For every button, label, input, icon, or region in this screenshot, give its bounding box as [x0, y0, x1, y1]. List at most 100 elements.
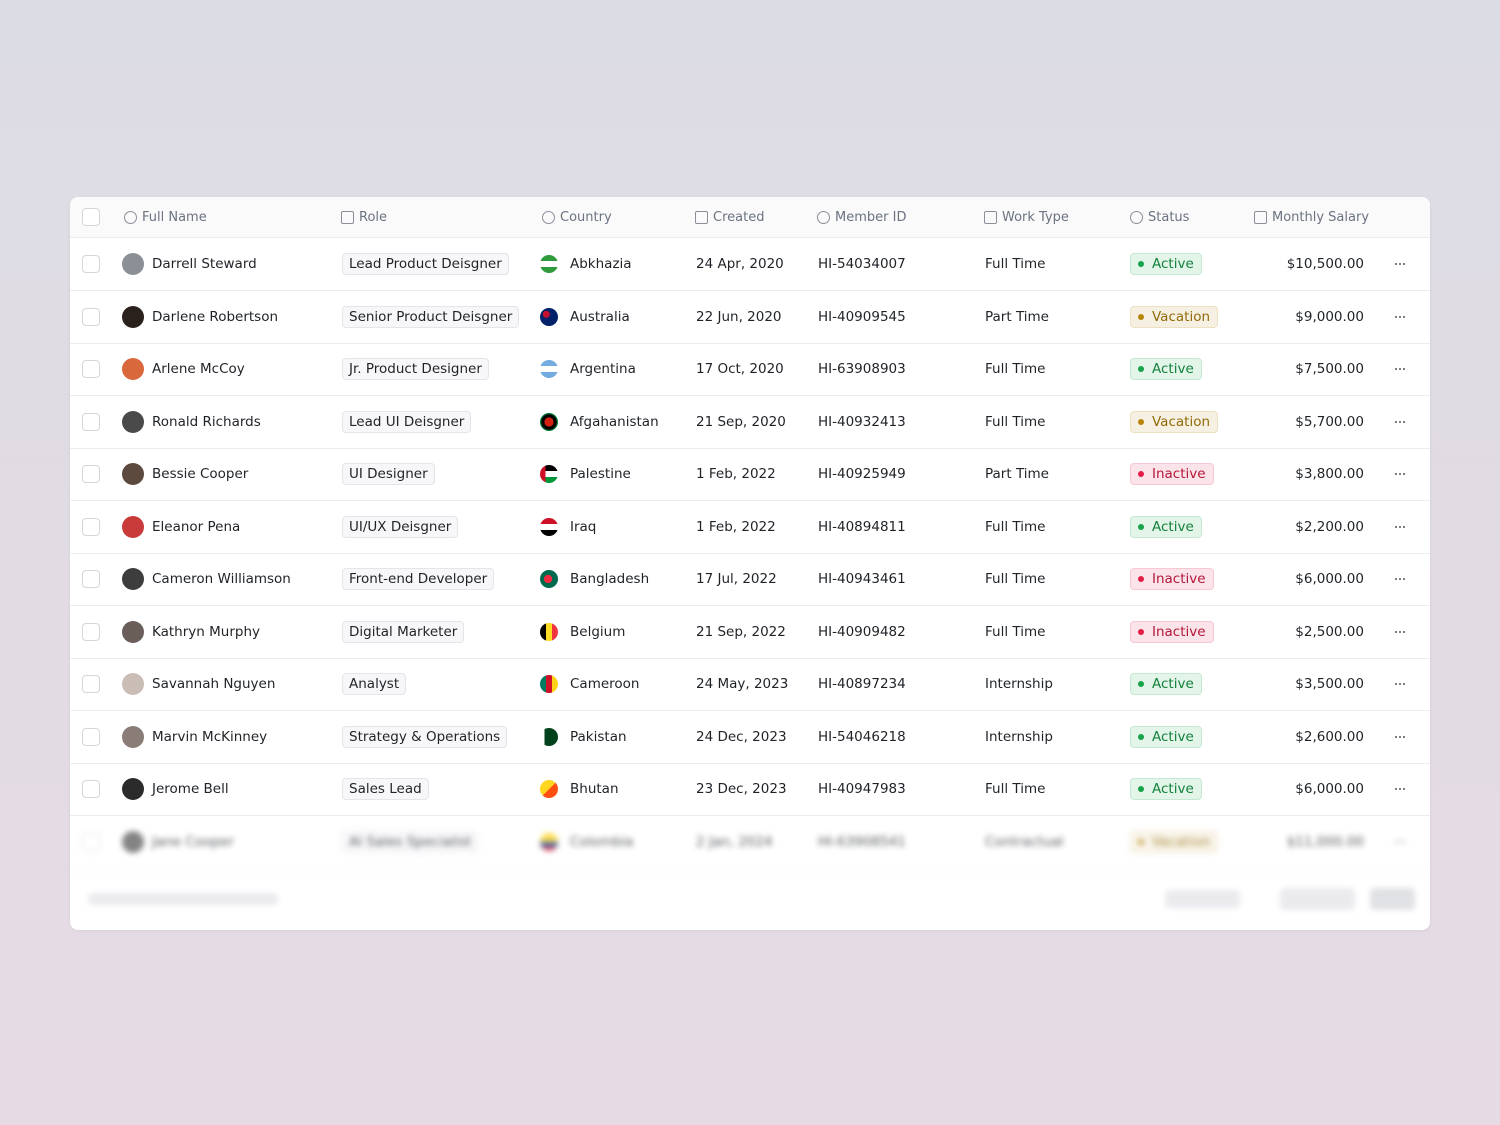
status-badge: Vacation	[1130, 830, 1219, 853]
row-checkbox[interactable]	[82, 396, 100, 448]
status-text: Active	[1152, 728, 1194, 745]
header-label: Work Type	[1002, 209, 1069, 225]
column-header[interactable]: Member ID	[817, 197, 906, 237]
header-label: Status	[1148, 209, 1190, 225]
avatar	[122, 830, 144, 853]
select-all[interactable]	[82, 197, 100, 237]
row-menu[interactable]	[1395, 711, 1405, 763]
row-menu[interactable]	[1395, 448, 1405, 500]
previous-button[interactable]	[1280, 888, 1355, 910]
work-type: Contractual	[985, 833, 1064, 850]
members-table: Full Name Role Country Created Member ID Work…	[70, 197, 1430, 930]
role-tag: Lead Product Deisgner	[342, 253, 509, 275]
status-text: Inactive	[1152, 466, 1206, 482]
row-menu[interactable]	[1395, 553, 1405, 605]
row-menu[interactable]	[1395, 816, 1405, 868]
row-checkbox[interactable]	[82, 606, 100, 658]
role-cell: AI Sales Specialist	[342, 816, 479, 868]
work-type: Full Time	[985, 518, 1046, 535]
member-id: HI-40894811	[818, 518, 906, 535]
status-cell: Active	[1130, 763, 1202, 815]
row-menu[interactable]	[1395, 501, 1405, 553]
header-icon	[695, 210, 708, 224]
row-checkbox[interactable]	[82, 448, 100, 500]
country: Afgahanistan	[540, 396, 659, 448]
flag	[540, 465, 558, 483]
avatar	[122, 673, 144, 695]
flag	[540, 360, 558, 378]
role-tag: Senior Product Deisgner	[342, 305, 520, 328]
monthly-salary: $6,000.00	[1295, 781, 1364, 797]
menu-dot	[1395, 578, 1397, 580]
menu-dot	[1395, 473, 1397, 475]
row-menu[interactable]	[1395, 606, 1405, 658]
table-row: Marvin McKinney Strategy & Operations Paki…	[70, 711, 1430, 764]
menu-dot	[1403, 840, 1405, 843]
row-checkbox[interactable]	[82, 816, 100, 868]
column-header[interactable]: Work Type	[984, 197, 1069, 237]
table-row: Savannah Nguyen Analyst Cameroon 24 May, 20…	[70, 658, 1430, 711]
status-dot	[1138, 523, 1144, 530]
status-dot	[1138, 786, 1144, 792]
status-dot	[1138, 366, 1144, 372]
menu-dot	[1399, 263, 1401, 265]
menu-dot	[1395, 683, 1397, 685]
created-date: 21 Sep, 2020	[696, 413, 786, 430]
row-checkbox[interactable]	[82, 711, 100, 763]
column-header[interactable]: Country	[542, 197, 612, 237]
monthly-salary: $5,700.00	[1295, 413, 1364, 430]
row-menu[interactable]	[1395, 396, 1405, 448]
table-row: Arlene McCoy Jr. Product Designer Argentin…	[70, 343, 1430, 396]
row-checkbox[interactable]	[82, 291, 100, 343]
pager[interactable]	[1165, 890, 1240, 908]
row-menu[interactable]	[1395, 763, 1405, 815]
row-checkbox[interactable]	[82, 501, 100, 553]
row-checkbox[interactable]	[82, 553, 100, 605]
country-text: Abkhazia	[570, 256, 632, 272]
status-badge: Active	[1130, 673, 1202, 695]
role-tag: UI/UX Deisgner	[342, 515, 459, 538]
column-header[interactable]: Status	[1130, 197, 1189, 237]
row-checkbox[interactable]	[82, 343, 100, 395]
country: Pakistan	[540, 711, 627, 763]
role-tag: Lead UI Deisgner	[342, 410, 472, 433]
status-text: Inactive	[1152, 571, 1206, 587]
row-checkbox[interactable]	[82, 763, 100, 815]
row-menu[interactable]	[1395, 238, 1405, 290]
header-icon	[1130, 210, 1143, 224]
row-checkbox[interactable]	[82, 658, 100, 710]
row-menu[interactable]	[1395, 343, 1405, 395]
work-type: Full Time	[985, 571, 1046, 587]
flag	[540, 255, 558, 273]
table-row: Darrell Steward Lead Product Deisgner Abkh…	[70, 238, 1430, 291]
name-text: Darrell Steward	[152, 256, 257, 272]
status-cell: Vacation	[1130, 291, 1219, 343]
full-name: Ronald Richards	[122, 396, 261, 448]
next-button[interactable]	[1370, 888, 1415, 910]
menu-dot	[1395, 315, 1397, 318]
table-footer	[70, 868, 1430, 930]
menu-dot	[1395, 420, 1397, 423]
country: Belgium	[540, 606, 625, 658]
menu-dot	[1403, 630, 1405, 633]
status-cell: Active	[1130, 711, 1202, 763]
column-header[interactable]: Role	[341, 197, 387, 237]
role-tag: Front-end Developer	[342, 568, 495, 590]
column-header[interactable]: Created	[695, 197, 764, 237]
column-header[interactable]: Full Name	[124, 197, 207, 237]
country-text: Belgium	[570, 623, 626, 640]
column-header[interactable]: Monthly Salary	[1254, 197, 1369, 237]
work-type: Full Time	[985, 623, 1046, 640]
status-dot	[1138, 418, 1144, 425]
header-label: Monthly Salary	[1272, 209, 1370, 225]
header-label: Member ID	[835, 209, 907, 225]
row-menu[interactable]	[1395, 658, 1405, 710]
status-text: Vacation	[1152, 833, 1211, 850]
avatar	[122, 410, 144, 433]
row-menu[interactable]	[1395, 291, 1405, 343]
role-tag: Jr. Product Designer	[342, 358, 489, 380]
row-checkbox[interactable]	[82, 238, 100, 290]
avatar	[122, 725, 144, 748]
table-row: Ronald Richards Lead UI Deisgner Afgahanis…	[70, 396, 1430, 449]
status-cell: Active	[1130, 238, 1202, 290]
